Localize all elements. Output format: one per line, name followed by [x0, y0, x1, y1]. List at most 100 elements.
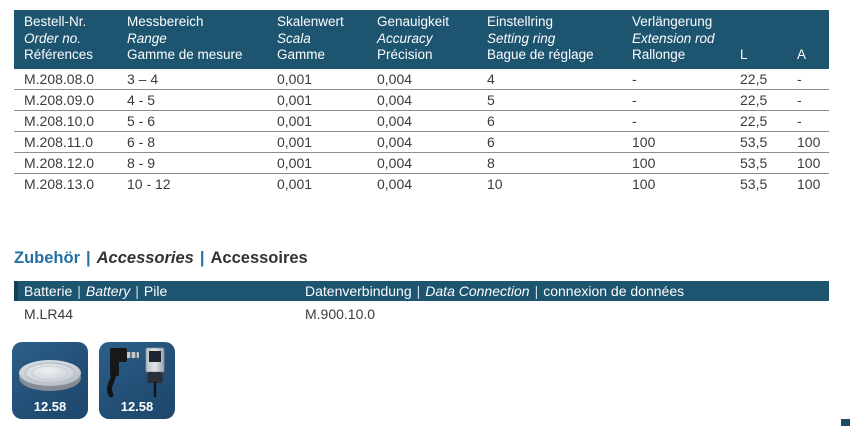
- column-header-L: L: [740, 10, 797, 69]
- table-cell: 5: [487, 89, 632, 111]
- table-cell: M.208.13.0: [24, 176, 95, 193]
- table-cell: -: [632, 68, 740, 90]
- table-row: M.208.09.0 4 - 5 0,001 0,004 5-22,5-: [14, 89, 829, 111]
- table-cell: 6: [487, 110, 632, 132]
- table-cell: M.208.09.0: [14, 89, 127, 111]
- header-en: Accuracy: [377, 30, 433, 46]
- header-fr: Rallonge: [632, 47, 686, 62]
- table-cell: 100: [797, 176, 821, 193]
- header-fr: Gamme de mesure: [127, 47, 243, 62]
- header-fr: Références: [24, 47, 94, 62]
- header-en: Setting ring: [487, 30, 556, 46]
- header-de: L: [740, 47, 748, 62]
- column-header-scale-value: Skalenwert Scala Gamme: [277, 10, 377, 69]
- battery-column-header: Batterie | Battery | Pile: [18, 283, 305, 299]
- table-cell: 0,004: [377, 176, 413, 193]
- spec-table: Bestell-Nr. Order no. Références Messber…: [14, 10, 829, 195]
- table-cell: M.208.11.0: [14, 131, 127, 153]
- product-thumbnails: 12.58: [12, 342, 175, 419]
- table-cell: 53,5: [740, 131, 797, 153]
- column-header-accuracy: Genauigkeit Accuracy Précision: [377, 10, 487, 69]
- header-de: Verlängerung: [632, 14, 713, 29]
- header-de: Einstellring: [487, 14, 554, 29]
- battery-part-number: M.LR44: [24, 306, 74, 322]
- header-fr: Bague de réglage: [487, 47, 594, 62]
- product-reference-label: 12.58: [33, 399, 67, 414]
- column-header-setting-ring: Einstellring Setting ring Bague de régla…: [487, 10, 632, 69]
- table-cell: 22,5: [740, 89, 797, 111]
- page-corner-mark: [841, 419, 850, 426]
- header-en: Order no.: [24, 30, 82, 46]
- table-cell: 0,004: [377, 68, 487, 90]
- data-connection-column-header: Datenverbindung | Data Connection | connexio…: [305, 283, 829, 299]
- title-fr: Accessoires: [210, 249, 308, 267]
- data-cable-product-image: 12.58: [99, 342, 175, 419]
- table-cell: 53,5: [740, 176, 768, 193]
- table-cell: 100: [632, 131, 740, 153]
- accessories-section-title: Zubehör | Accessories | Accessoires: [14, 249, 308, 268]
- table-cell: M.208.10.0: [14, 110, 127, 132]
- table-cell: 3 – 4: [127, 68, 277, 90]
- table-cell: -: [797, 68, 829, 90]
- table-cell: 0,004: [377, 89, 487, 111]
- data-header-de: Datenverbindung: [305, 283, 412, 299]
- table-cell: 8 - 9: [127, 152, 277, 174]
- table-cell: 100: [797, 152, 829, 174]
- title-separator: |: [86, 249, 91, 267]
- table-cell: 0,001: [277, 152, 377, 174]
- header-de: Bestell-Nr.: [24, 14, 87, 29]
- table-cell: -: [797, 110, 829, 132]
- table-row: M.208.08.0 3 – 4 0,001 0,004 4-22,5-: [14, 68, 829, 90]
- data-header-fr: connexion de données: [543, 283, 685, 299]
- table-row: M.208.12.0 8 - 9 0,001 0,004 8 100 53,5 100: [14, 152, 829, 174]
- table-cell: 10: [487, 176, 503, 193]
- title-en: Accessories: [96, 249, 194, 267]
- table-cell: 6: [487, 131, 632, 153]
- table-cell: M.208.12.0: [14, 152, 127, 174]
- table-cell: 22,5: [740, 110, 797, 132]
- table-cell: 4 - 5: [127, 89, 277, 111]
- product-reference-label: 12.58: [120, 399, 154, 414]
- header-de: Genauigkeit: [377, 14, 450, 29]
- accessories-table-header: Batterie | Battery | Pile Datenverbindung | Da…: [14, 281, 829, 301]
- separator: |: [77, 283, 81, 299]
- battery-header-fr: Pile: [143, 283, 168, 299]
- header-en: Scala: [277, 30, 311, 46]
- spec-table-body: M.208.08.0 3 – 4 0,001 0,004 4-22,5- M.208.09…: [14, 68, 829, 195]
- separator: |: [534, 283, 539, 299]
- data-cable-icon: [107, 347, 165, 398]
- data-connection-part-number: M.900.10.0: [305, 306, 376, 322]
- table-cell: 100: [797, 131, 829, 153]
- table-cell: 100: [632, 176, 656, 193]
- spec-table-header: Bestell-Nr. Order no. Références Messber…: [14, 10, 829, 69]
- table-cell: -: [632, 89, 740, 111]
- column-header-extension-rod: Verlängerung Extension rod Rallonge: [632, 10, 740, 69]
- header-en: Extension rod: [632, 30, 715, 46]
- column-header-range: Messbereich Range Gamme de mesure: [127, 10, 277, 69]
- header-de: A: [797, 47, 807, 62]
- battery-header-de: Batterie: [24, 283, 73, 299]
- table-row: M.208.10.0 5 - 6 0,001 0,004 6-22,5-: [14, 110, 829, 132]
- table-cell: -: [797, 89, 829, 111]
- header-de: Messbereich: [127, 14, 204, 29]
- battery-product-image: 12.58: [12, 342, 88, 419]
- header-fr: Gamme: [277, 47, 326, 62]
- coin-cell-battery-icon: [19, 360, 81, 391]
- table-cell: M.208.08.0: [14, 68, 127, 90]
- accessories-table-row: M.LR44 M.900.10.0: [14, 303, 829, 322]
- table-cell: 0,001: [277, 110, 377, 132]
- separator: |: [416, 283, 421, 299]
- table-cell: 0,001: [277, 131, 377, 153]
- table-row: M.208.11.0 6 - 8 0,001 0,004 6 100 53,5 100: [14, 131, 829, 153]
- table-cell: 0,004: [377, 152, 487, 174]
- table-cell: 6 - 8: [127, 131, 277, 153]
- title-separator: |: [199, 249, 205, 267]
- table-row: M.208.13.0 10 - 12 0,001 0,004 10 100 53,5 100: [14, 174, 829, 195]
- title-de: Zubehör: [14, 249, 80, 267]
- column-header-order-no: Bestell-Nr. Order no. Références: [14, 10, 127, 69]
- table-cell: 100: [632, 152, 740, 174]
- header-fr: Précision: [377, 47, 433, 62]
- header-en: Range: [127, 30, 167, 46]
- header-de: Skalenwert: [277, 14, 344, 29]
